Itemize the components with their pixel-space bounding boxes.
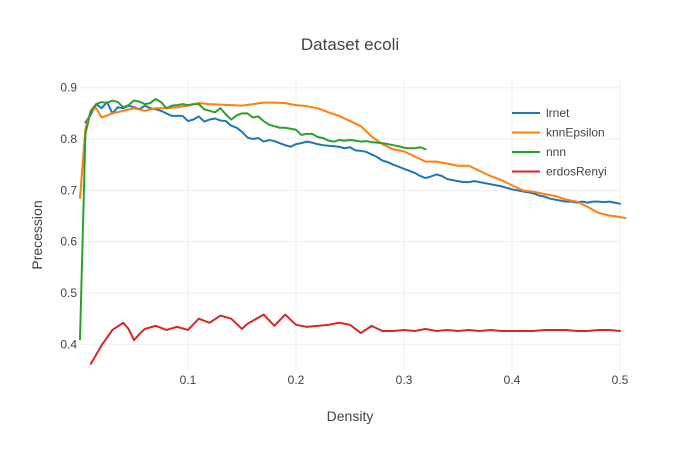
- legend-item-knnEpsilon[interactable]: knnEpsilon: [512, 126, 605, 140]
- x-axis: 0.1 0.2 0.3 0.4 0.5: [180, 373, 629, 387]
- legend-item-erdosRenyi[interactable]: erdosRenyi: [512, 165, 607, 179]
- y-tick-label: 0.7: [60, 183, 77, 197]
- y-tick-label: 0.8: [60, 132, 77, 146]
- y-tick-label: 0.4: [60, 337, 77, 351]
- legend[interactable]: lrnet knnEpsilon nnn erdosRenyi: [512, 106, 607, 179]
- chart-title: Dataset ecoli: [301, 35, 399, 54]
- x-tick-label: 0.4: [504, 373, 521, 387]
- legend-label: erdosRenyi: [546, 165, 607, 179]
- legend-item-lrnet[interactable]: lrnet: [512, 106, 570, 120]
- x-axis-title: Density: [327, 408, 374, 424]
- legend-item-nnn[interactable]: nnn: [512, 145, 566, 159]
- y-axis: 0.4 0.5 0.6 0.7 0.8 0.9: [60, 81, 77, 352]
- x-tick-label: 0.2: [288, 373, 305, 387]
- x-tick-label: 0.5: [612, 373, 629, 387]
- y-tick-label: 0.6: [60, 235, 77, 249]
- y-axis-title: Precession: [29, 200, 45, 269]
- series-line-lrnet[interactable]: [84, 101, 621, 205]
- series-line-nnn[interactable]: [79, 97, 427, 341]
- legend-label: lrnet: [546, 106, 570, 120]
- y-tick-label: 0.9: [60, 81, 77, 95]
- x-tick-label: 0.1: [180, 373, 197, 387]
- series-line-knnEpsilon[interactable]: [79, 101, 627, 220]
- x-tick-label: 0.3: [396, 373, 413, 387]
- legend-label: knnEpsilon: [546, 126, 605, 140]
- series-group: [79, 97, 627, 365]
- legend-label: nnn: [546, 145, 566, 159]
- y-tick-label: 0.5: [60, 286, 77, 300]
- series-line-erdosRenyi[interactable]: [89, 313, 621, 365]
- grid: [80, 80, 621, 370]
